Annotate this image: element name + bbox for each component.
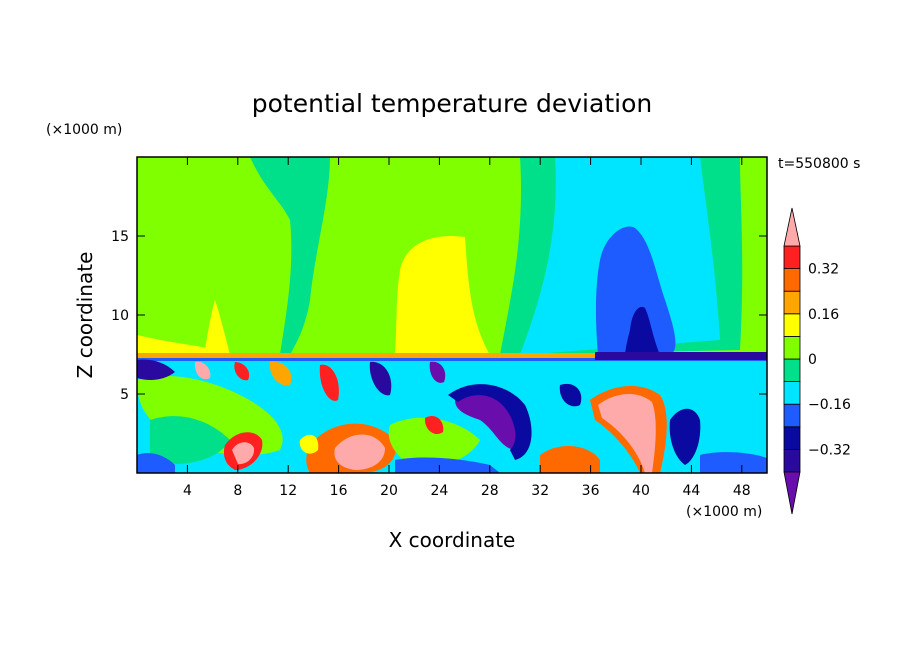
x-tick-label: 4	[183, 483, 192, 499]
x-tick-label: 20	[380, 483, 398, 499]
field-contour	[625, 306, 660, 355]
field-contour	[234, 362, 250, 381]
field-contour	[137, 353, 767, 359]
x-tick-label: 32	[531, 483, 549, 499]
field-contour	[137, 358, 767, 361]
field-contour	[334, 434, 385, 470]
field-contour	[319, 364, 339, 401]
field-contour	[395, 457, 500, 473]
colorbar-swatch	[783, 335, 801, 360]
field-contour	[598, 394, 656, 473]
chart-title: potential temperature deviation	[252, 89, 652, 118]
field-contour	[150, 416, 230, 464]
field-contour	[395, 235, 490, 355]
plot-area	[137, 157, 767, 473]
field-contour	[194, 361, 211, 380]
colorbar-tick-label: 0.16	[808, 307, 839, 323]
colorbar-extend-top	[783, 207, 801, 247]
x-ticks: 4 8 12 16 20 24 28 32 36 40 44 48	[183, 157, 751, 499]
field-contour	[388, 417, 480, 467]
field-contour	[269, 361, 292, 386]
colorbar-swatch	[783, 381, 801, 405]
colorbar-swatch	[783, 245, 801, 270]
y-axis: 5 10 15 Z coordinate	[73, 229, 767, 403]
y-ticks: 5 10 15	[111, 229, 767, 403]
x-axis: 4 8 12 16 20 24 28 32 36 40 44 48 (×1000 m) X coord…	[183, 157, 762, 552]
colorbar-swatch	[783, 290, 801, 315]
colorbar-swatch	[783, 313, 801, 337]
y-axis-label: Z coordinate	[73, 252, 97, 379]
field-contour	[137, 453, 175, 473]
x-tick-label: 40	[632, 483, 650, 499]
x-tick-label: 44	[682, 483, 700, 499]
x-tick-label: 24	[430, 483, 448, 499]
field-contour	[540, 445, 600, 473]
colorbar-tick-label: −0.32	[808, 442, 851, 458]
x-tick-label: 28	[481, 483, 499, 499]
y-tick-label: 5	[120, 387, 129, 403]
colorbar-swatch	[783, 403, 801, 428]
x-tick-label: 12	[279, 483, 297, 499]
field-contour	[595, 226, 676, 355]
colorbar-swatch	[783, 426, 801, 450]
field-contour	[299, 434, 319, 454]
field-contour	[595, 352, 767, 360]
field-contour	[424, 415, 444, 435]
field-contour	[137, 335, 220, 355]
y-tick-label: 15	[111, 229, 129, 245]
x-tick-label: 36	[582, 483, 600, 499]
field-contour	[429, 361, 446, 383]
x-tick-label: 16	[330, 483, 348, 499]
colorbar-swatch	[783, 268, 801, 292]
field-contour	[137, 359, 175, 380]
field-contour	[700, 452, 767, 473]
colorbar-tick-label: 0	[808, 352, 817, 368]
x-tick-label: 8	[233, 483, 242, 499]
x-unit-label: (×1000 m)	[686, 504, 762, 520]
colorbar-tick-label: 0.32	[808, 262, 839, 278]
x-tick-label: 48	[733, 483, 751, 499]
field-contour	[250, 157, 330, 355]
field-contour	[205, 300, 230, 355]
colorbar-swatch	[783, 448, 801, 473]
colorbar-tick-label: −0.16	[808, 397, 851, 413]
x-axis-label: X coordinate	[389, 528, 516, 552]
colorbar-extend-bottom	[783, 471, 801, 515]
field-contour	[669, 408, 701, 465]
field-contour	[232, 442, 255, 465]
colorbar-swatch	[783, 358, 801, 383]
field-contour	[448, 384, 532, 460]
time-label: t=550800 s	[778, 156, 860, 172]
colorbar: 0.32 0.16 0 −0.16 −0.32	[783, 207, 851, 515]
field-contour	[369, 361, 392, 396]
y-tick-label: 10	[111, 308, 129, 324]
y-unit-label: (×1000 m)	[46, 122, 122, 138]
field-contour	[559, 383, 582, 407]
